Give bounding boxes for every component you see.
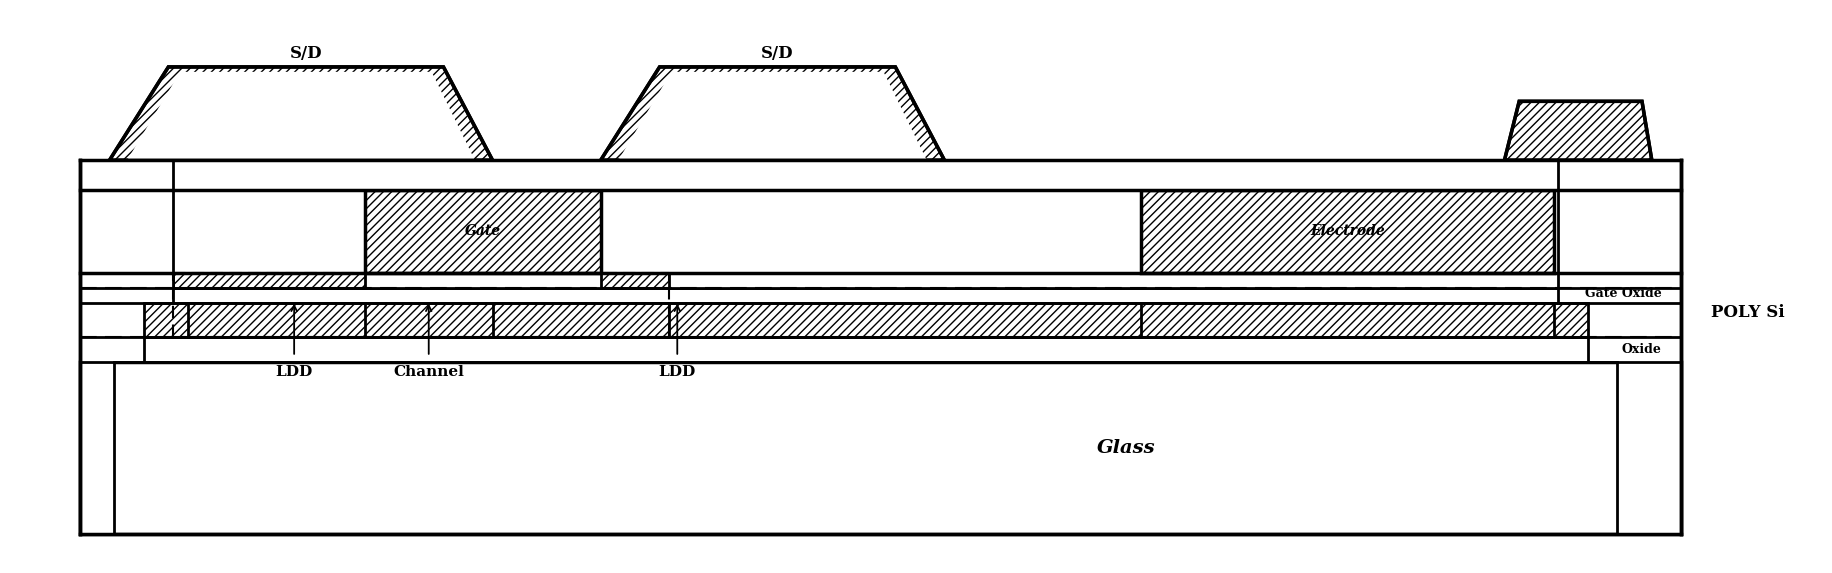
Text: Glass: Glass: [1097, 438, 1156, 457]
Text: Gate: Gate: [465, 225, 500, 238]
Polygon shape: [601, 67, 945, 160]
Bar: [1141, 303, 1554, 337]
Text: S/D: S/D: [760, 45, 793, 62]
Text: POLY Si: POLY Si: [1711, 304, 1784, 320]
Bar: [81, 160, 1682, 190]
Text: Channel: Channel: [394, 364, 463, 379]
Bar: [601, 273, 669, 288]
Bar: [81, 337, 1682, 362]
Bar: [1141, 190, 1554, 273]
Bar: [81, 362, 1682, 533]
Polygon shape: [1559, 160, 1682, 533]
Bar: [493, 303, 669, 337]
Text: Electrode: Electrode: [1310, 225, 1385, 238]
Text: LDD: LDD: [660, 364, 696, 379]
Polygon shape: [619, 72, 927, 160]
Bar: [365, 190, 601, 273]
Bar: [81, 288, 1682, 303]
Polygon shape: [81, 160, 174, 533]
Polygon shape: [1504, 101, 1652, 160]
Text: S/D: S/D: [289, 45, 322, 62]
Text: LDD: LDD: [275, 364, 313, 379]
Bar: [174, 273, 365, 288]
Bar: [189, 303, 365, 337]
Bar: [81, 303, 1682, 337]
Text: Gate Oxide: Gate Oxide: [1585, 287, 1662, 300]
Bar: [81, 273, 1682, 288]
Polygon shape: [126, 72, 474, 160]
Text: Oxide: Oxide: [1621, 343, 1662, 356]
Polygon shape: [110, 67, 493, 160]
